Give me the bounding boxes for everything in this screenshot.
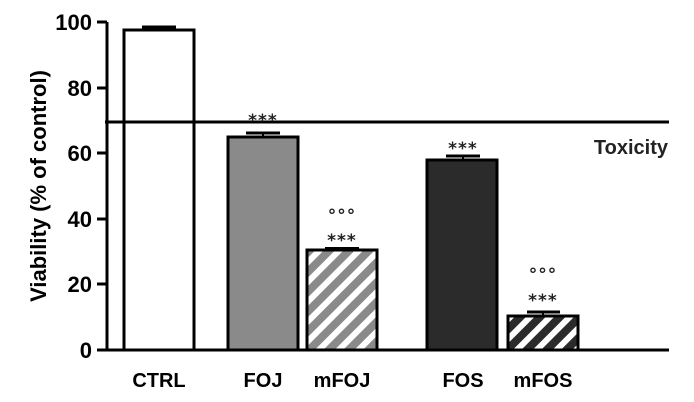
sig-mfoj-circles: °°° bbox=[328, 206, 357, 226]
sig-foj: *** bbox=[248, 111, 278, 131]
y-tick-20: 20 bbox=[68, 272, 92, 297]
bar-ctrl bbox=[122, 25, 196, 352]
bar-mfoj bbox=[305, 247, 379, 352]
y-tick-40: 40 bbox=[68, 207, 92, 232]
toxicity-label: Toxicity bbox=[594, 137, 669, 159]
y-tick-60: 60 bbox=[68, 141, 92, 166]
bar-mfos bbox=[506, 310, 580, 352]
x-label-foj: FOJ bbox=[244, 370, 283, 392]
y-axis: 100 80 60 40 20 0 bbox=[55, 10, 109, 363]
x-label-ctrl: CTRL bbox=[132, 370, 185, 392]
y-tick-0: 0 bbox=[80, 338, 92, 363]
y-tick-80: 80 bbox=[68, 76, 92, 101]
x-label-fos: FOS bbox=[442, 370, 483, 392]
bar-fos bbox=[425, 154, 499, 352]
sig-mfoj-stars: *** bbox=[327, 231, 357, 251]
x-label-mfos: mFOS bbox=[514, 370, 573, 392]
y-tick-100: 100 bbox=[55, 10, 92, 35]
x-label-mfoj: mFOJ bbox=[314, 370, 371, 392]
sig-mfos-stars: *** bbox=[528, 291, 558, 311]
bar-foj bbox=[226, 131, 300, 352]
sig-mfos-circles: °°° bbox=[529, 265, 558, 285]
sig-fos: *** bbox=[448, 139, 478, 159]
y-axis-label: Viability (% of control) bbox=[26, 70, 51, 302]
